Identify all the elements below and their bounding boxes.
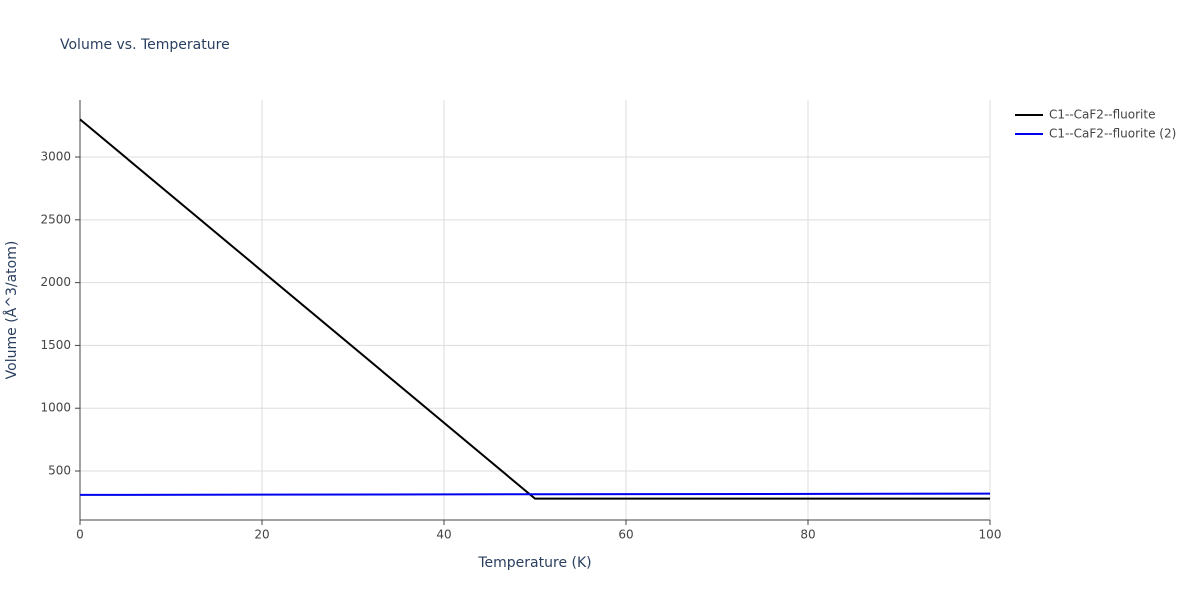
chart-title: Volume vs. Temperature: [60, 37, 230, 53]
y-tick-label: 3000: [40, 150, 71, 164]
x-tick-label: 20: [254, 528, 269, 542]
x-tick-label: 80: [800, 528, 815, 542]
x-tick-label: 100: [979, 528, 1002, 542]
y-tick-label: 500: [48, 464, 71, 478]
y-tick-label: 2000: [40, 275, 71, 289]
legend-label: C1--CaF2--fluorite (2): [1049, 127, 1176, 141]
x-tick-label: 40: [436, 528, 451, 542]
y-tick-label: 1000: [40, 401, 71, 415]
x-tick-label: 0: [76, 528, 84, 542]
y-axis-title: Volume (Å^3/atom): [3, 241, 20, 380]
x-axis-title: Temperature (K): [477, 555, 591, 571]
y-tick-label: 1500: [40, 338, 71, 352]
legend-label: C1--CaF2--fluorite: [1049, 108, 1155, 122]
series-line: [79, 492, 991, 496]
series-line: [79, 118, 990, 500]
y-tick-label: 2500: [40, 212, 71, 226]
x-tick-label: 60: [618, 528, 633, 542]
